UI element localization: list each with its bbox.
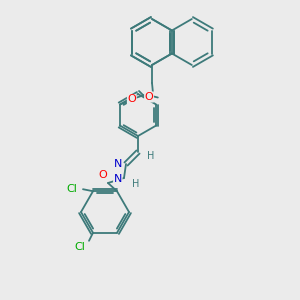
- Text: H: H: [132, 179, 140, 189]
- Text: O: O: [99, 170, 107, 180]
- Text: O: O: [145, 92, 153, 102]
- Text: Cl: Cl: [74, 242, 85, 252]
- Text: N: N: [114, 159, 122, 169]
- Text: Cl: Cl: [66, 184, 77, 194]
- Text: H: H: [147, 151, 154, 161]
- Text: O: O: [128, 94, 136, 104]
- Text: N: N: [114, 174, 122, 184]
